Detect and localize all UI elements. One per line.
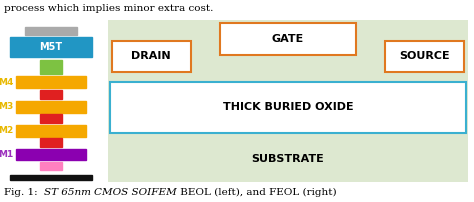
- Text: SUBSTRATE: SUBSTRATE: [252, 154, 324, 164]
- Text: Fig. 1:: Fig. 1:: [4, 188, 44, 197]
- Bar: [39, 162, 63, 170]
- Bar: [39, 60, 63, 74]
- Text: BEOL (left), and FEOL (right): BEOL (left), and FEOL (right): [177, 188, 337, 197]
- Text: process which implies minor extra cost.: process which implies minor extra cost.: [4, 4, 213, 13]
- Text: DRAIN: DRAIN: [131, 52, 171, 61]
- Bar: [10, 175, 92, 180]
- Text: THICK BURIED OXIDE: THICK BURIED OXIDE: [223, 102, 353, 113]
- Bar: [108, 20, 468, 182]
- Bar: [39, 114, 63, 123]
- Text: M5T: M5T: [39, 42, 63, 52]
- Bar: [39, 138, 63, 147]
- Text: M1: M1: [0, 150, 13, 159]
- Bar: [16, 149, 86, 160]
- Text: M4: M4: [0, 78, 13, 87]
- Text: CMOS SOIFEM: CMOS SOIFEM: [94, 188, 177, 197]
- Text: GATE: GATE: [272, 34, 304, 44]
- Bar: [16, 76, 86, 88]
- Text: SOURCE: SOURCE: [400, 52, 450, 61]
- Text: M3: M3: [0, 102, 13, 111]
- Bar: [39, 90, 63, 99]
- Bar: [110, 82, 466, 133]
- Bar: [16, 125, 86, 137]
- Bar: [111, 41, 191, 72]
- Text: ST 65nm: ST 65nm: [44, 188, 91, 197]
- Bar: [10, 37, 92, 57]
- Bar: [25, 27, 77, 35]
- Text: M2: M2: [0, 126, 13, 135]
- Bar: [16, 101, 86, 113]
- Bar: [219, 23, 356, 55]
- Bar: [385, 41, 465, 72]
